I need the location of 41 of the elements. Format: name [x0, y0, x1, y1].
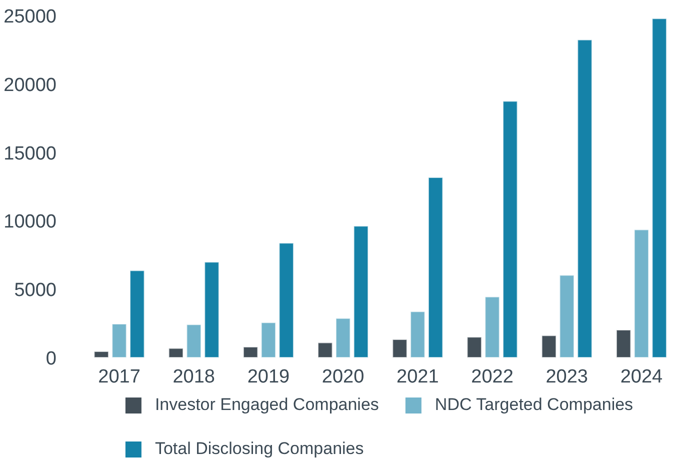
bar [410, 311, 426, 358]
y-tick-label: 0 [46, 348, 57, 370]
bar [168, 348, 184, 358]
bar [652, 18, 667, 358]
bar [278, 242, 294, 358]
bar [502, 100, 518, 358]
bar [484, 296, 500, 358]
bar [466, 336, 482, 358]
bar [335, 318, 351, 358]
bar [186, 324, 202, 358]
x-tick-label: 2023 [546, 366, 588, 388]
bar [577, 39, 592, 358]
x-tick-label: 2020 [322, 366, 364, 388]
legend-label: Total Disclosing Companies [154, 439, 364, 459]
bar [260, 322, 276, 358]
x-tick-label: 2017 [98, 366, 140, 388]
y-tick-label: 25000 [4, 6, 57, 28]
bar [204, 262, 220, 358]
bar [392, 338, 408, 358]
x-tick-label: 2022 [471, 366, 514, 388]
bar [353, 226, 369, 358]
bar [242, 346, 258, 358]
bar [559, 274, 574, 358]
bar [428, 176, 444, 358]
bar [94, 350, 109, 358]
bar [616, 330, 632, 358]
bar [541, 335, 557, 358]
bar [130, 270, 145, 358]
y-tick-label: 5000 [14, 280, 57, 302]
bar [112, 323, 127, 358]
x-tick-label: 2021 [396, 366, 439, 388]
y-tick-label: 15000 [4, 143, 57, 164]
legend-label: NDC Targeted Companies [434, 395, 634, 415]
bar [634, 229, 650, 358]
x-tick-label: 2019 [247, 366, 290, 388]
y-tick-label: 10000 [4, 212, 57, 233]
y-tick-label: 20000 [4, 74, 57, 96]
legend-label: Investor Engaged Companies [154, 395, 379, 415]
x-tick-label: 2024 [620, 366, 664, 388]
bar [318, 342, 333, 358]
x-tick-label: 2018 [172, 366, 216, 388]
